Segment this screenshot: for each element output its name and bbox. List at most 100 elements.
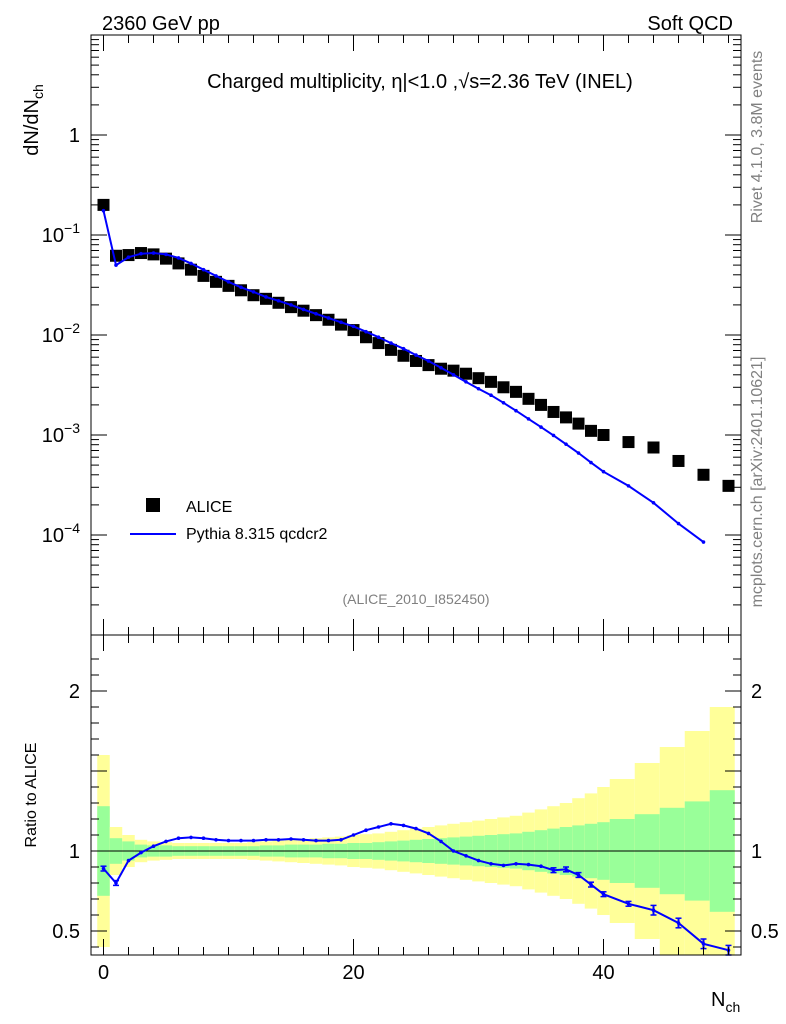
pythia-point [551,433,556,438]
alice-point [397,349,410,362]
ratio-point [401,823,406,828]
mcplots-label: mcplots.cern.ch [arXiv:2401.10621] [749,357,766,608]
chart-title: Charged multiplicity, η|<1.0 ,√s=2.36 Te… [207,71,633,93]
pythia-point [314,311,318,316]
ratio-point [376,825,381,829]
main-frame [90,34,742,636]
ratio-frame [90,634,742,956]
ratio-y-tick-label: 2 [69,681,80,703]
alice-point [372,337,385,350]
ratio-point [276,838,281,842]
ratio-line [102,822,729,952]
x-tick-label: 40 [592,962,614,984]
legend-marker-alice [146,498,160,512]
y-tick-label: 10−2 [42,320,80,347]
pythia-point [501,400,506,405]
ratio-point [539,864,543,868]
alice-point [185,263,197,276]
pythia-point [101,208,106,213]
ratio-y-tick-label-right: 2 [751,681,762,703]
alice-point [722,479,735,492]
pythia-point [539,425,543,429]
alice-point [697,468,710,481]
ratio-point [164,839,168,844]
alice-point [110,249,122,262]
pythia-point [251,290,256,294]
pythia-point [526,417,531,421]
alice-point [572,417,585,430]
pythia-point [326,316,331,320]
pythia-point [239,285,243,290]
alice-point [172,257,185,270]
pythia-point [276,298,281,303]
pythia-point [426,359,431,363]
pythia-point [376,335,381,340]
y-tick-label: 1 [69,125,80,147]
pythia-point [114,263,118,267]
ratio-point [289,837,293,841]
ratio-point [176,836,181,840]
axis-ticks: 1 10−1 10−2 10−3 10−4 0 20 40 0.5 0.5 1 1 2 2 [42,34,779,984]
ratio-point [214,838,218,842]
main-plot [97,198,735,544]
alice-point [235,284,247,297]
y-tick-label: 10−1 [42,220,80,247]
pythia-point [489,393,493,398]
pythia-point [389,341,393,345]
ratio-point [414,826,418,831]
pythia-point [439,365,443,370]
header-right: Soft QCD [647,13,733,35]
svg-text:Nch: Nch [711,989,740,1015]
pythia-point [226,280,231,284]
pythia-point [676,521,681,526]
pythia-point [164,252,168,257]
pythia-point [264,295,268,299]
pythia-point [601,469,606,474]
x-tick-label: 0 [98,962,109,984]
alice-point [385,343,397,356]
ratio-y-tick-label-right: 0.5 [751,921,779,943]
svg-text:dN/dNch: dN/dNch [21,84,46,156]
alice-point [485,375,497,388]
y-axis-label-main: dN/dNch [21,84,46,156]
legend-label-pythia: Pythia 8.315 qcdcr2 [186,526,328,543]
pythia-point [126,255,131,259]
ratio-plot [91,707,741,956]
pythia-point [301,307,306,312]
ratio-point [526,862,531,867]
pythia-point [339,320,343,325]
alice-point [622,436,635,449]
y-tick-label: 10−4 [42,520,80,547]
ratio-point [501,863,506,868]
pythia-point [589,460,593,465]
pythia-point [651,500,656,505]
pythia-point [626,484,631,488]
pythia-point [701,540,706,544]
alice-point [510,385,522,398]
pythia-point [189,261,193,266]
ratio-point [464,854,468,858]
ratio-point [301,838,306,842]
ratio-point [364,828,368,832]
pythia-point [176,256,181,260]
legend: ALICE Pythia 8.315 qcdcr2 [130,498,328,543]
pythia-point [414,353,418,357]
x-tick-label: 20 [342,962,364,984]
alice-point [672,454,685,467]
ratio-point [239,838,243,843]
pythia-point [401,346,406,351]
alice-point [560,411,572,424]
ratio-point [189,835,193,840]
pythia-point [364,329,368,334]
pythia-point [201,267,206,272]
alice-point [597,429,610,441]
ratio-point [439,839,443,844]
ratio-point [139,850,143,855]
pythia-point [351,324,356,329]
x-axis-label: Nch [711,989,740,1015]
pythia-point [451,372,456,377]
rivet-label: Rivet 4.1.0, 3.8M events [749,51,766,224]
pythia-point [514,408,518,413]
ratio-point [151,844,156,848]
